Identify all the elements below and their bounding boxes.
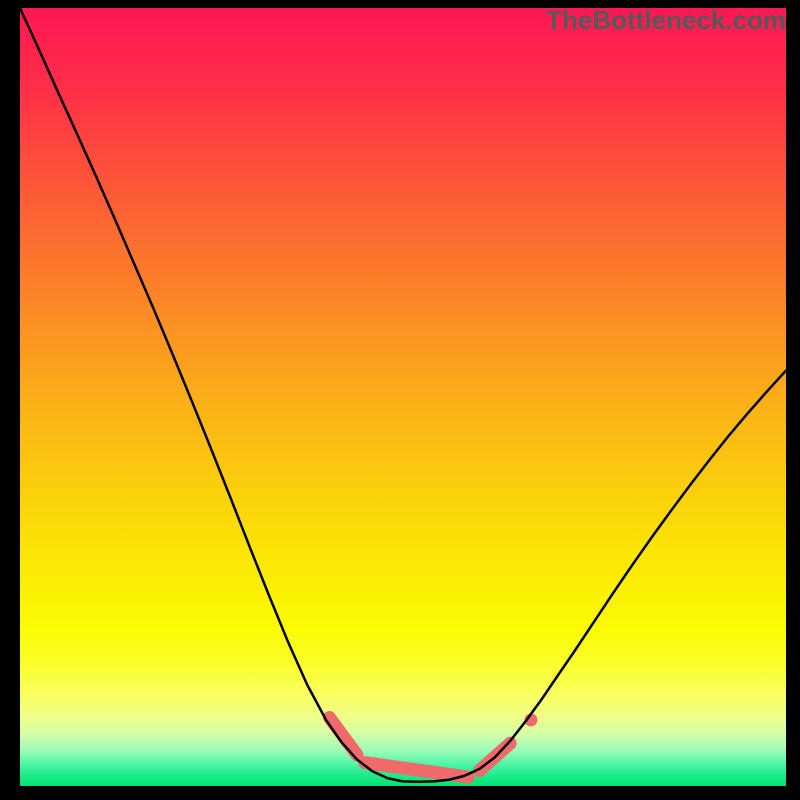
plot-area	[20, 8, 786, 786]
highlight-segment	[329, 718, 357, 755]
bottleneck-curve	[20, 8, 786, 782]
curve-layer	[20, 8, 786, 786]
watermark-text: TheBottleneck.com	[546, 5, 786, 36]
bottleneck-chart: TheBottleneck.com	[0, 0, 800, 800]
